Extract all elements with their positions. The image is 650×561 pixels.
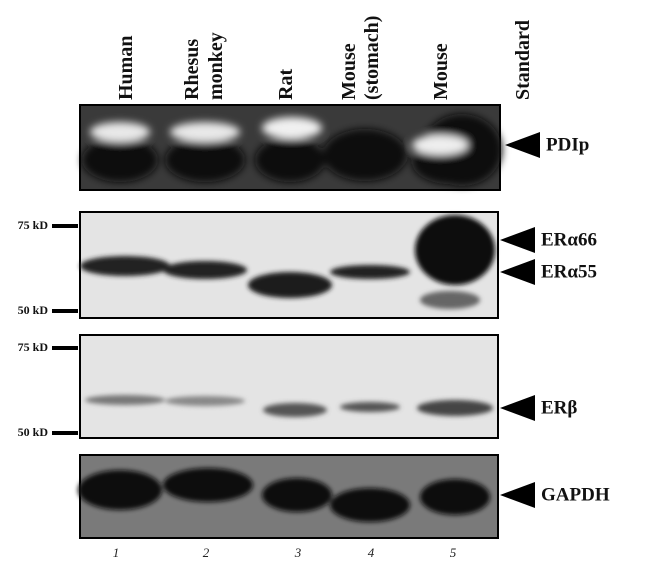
marker-label: 75 kD	[18, 218, 49, 232]
lane-number: 1	[113, 545, 120, 560]
target-label: ERβ	[541, 397, 577, 418]
lane-label: Mouse	[430, 43, 452, 100]
lane-labels: Human Rhesus monkey Rat Mouse (stomach) …	[115, 16, 534, 100]
target-label: PDIp	[546, 134, 589, 155]
blot-erb: 75 kD 50 kD	[18, 334, 499, 439]
blot-pdip	[79, 104, 502, 191]
lane-numbers: 1 2 3 4 5	[113, 545, 457, 560]
lane-number: 4	[368, 545, 375, 560]
lane-label: Rat	[275, 69, 297, 100]
lane-number: 5	[450, 545, 457, 560]
target-label: GAPDH	[541, 484, 610, 505]
marker-label: 75 kD	[18, 340, 49, 354]
target-label: ERα55	[541, 261, 597, 282]
blot-gapdh	[78, 454, 499, 539]
marker-label: 50 kD	[18, 425, 49, 439]
lane-number: 3	[294, 545, 302, 560]
lane-label: Rhesus	[181, 39, 203, 100]
marker-label: 50 kD	[18, 303, 49, 317]
lane-label: monkey	[205, 32, 227, 100]
lane-number: 2	[203, 545, 210, 560]
lane-label: (stomach)	[361, 16, 383, 100]
lane-label: Standard	[512, 20, 534, 100]
lane-label: Mouse	[338, 43, 360, 100]
target-labels: PDIp ERα66 ERα55 ERβ GAPDH	[500, 132, 610, 508]
blot-era: 75 kD 50 kD	[18, 211, 499, 319]
target-label: ERα66	[541, 229, 597, 250]
lane-label: Human	[115, 36, 137, 100]
